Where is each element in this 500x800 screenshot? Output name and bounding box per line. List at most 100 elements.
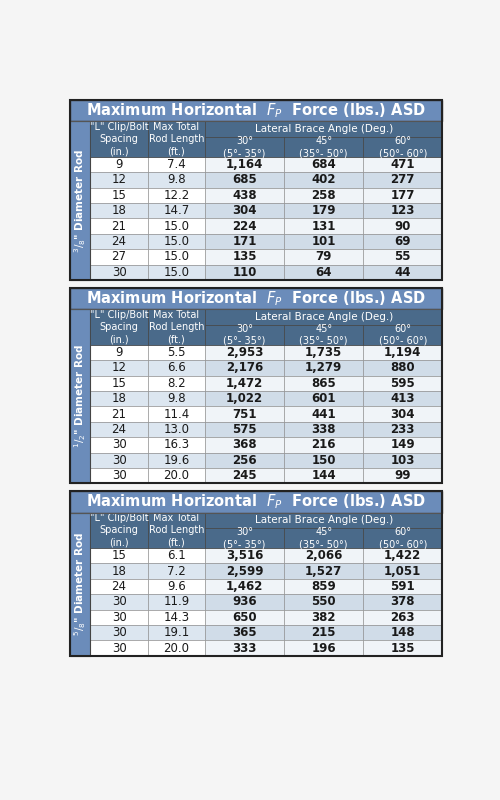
Text: "L" Clip/Bolt
Spacing
(in.): "L" Clip/Bolt Spacing (in.) [90,513,148,548]
Bar [205,234,284,250]
Bar [363,172,442,188]
Text: 413: 413 [390,392,415,405]
Bar [363,157,442,172]
Bar [205,391,284,406]
Bar [284,422,363,437]
Text: 123: 123 [390,204,415,218]
Text: 9.8: 9.8 [167,392,186,405]
Bar [284,563,363,578]
Bar [205,360,284,375]
Text: 30: 30 [112,266,126,279]
Text: 575: 575 [232,423,257,436]
Bar [205,310,442,325]
Text: 135: 135 [232,250,257,263]
Text: 256: 256 [232,454,257,466]
Bar [284,406,363,422]
Text: 1,735: 1,735 [305,346,343,359]
Text: 471: 471 [390,158,415,171]
Bar [284,325,363,345]
Bar [284,528,363,548]
Text: 19.6: 19.6 [164,454,190,466]
Text: 1,472: 1,472 [226,377,263,390]
Bar [90,250,148,265]
Bar [363,594,442,610]
Text: 45°
(35°- 50°): 45° (35°- 50°) [300,526,348,549]
Bar [70,100,442,280]
Bar [148,188,205,203]
Bar [90,391,148,406]
Bar [148,122,205,157]
Text: 591: 591 [390,580,415,593]
Bar [205,640,284,656]
Bar [148,513,205,548]
Text: Max Total
Rod Length
(ft.): Max Total Rod Length (ft.) [148,122,204,157]
Bar [70,513,90,656]
Bar [148,594,205,610]
Bar [284,375,363,391]
Text: 150: 150 [312,454,336,466]
Bar [90,468,148,483]
Text: 233: 233 [390,423,415,436]
Text: 45°
(35°- 50°): 45° (35°- 50°) [300,136,348,158]
Bar [363,265,442,280]
Text: 171: 171 [232,235,257,248]
Bar [284,172,363,188]
Bar [70,122,90,280]
Text: Lateral Brace Angle (Deg.): Lateral Brace Angle (Deg.) [254,124,393,134]
Bar [70,100,442,122]
Bar [90,375,148,391]
Text: 368: 368 [232,438,257,451]
Bar [284,137,363,157]
Text: 7.2: 7.2 [167,565,186,578]
Bar [148,422,205,437]
Bar [90,218,148,234]
Text: 7.4: 7.4 [167,158,186,171]
Text: Maximum Horizontal  $\mathit{F_P}$  Force (lbs.) ASD: Maximum Horizontal $\mathit{F_P}$ Force … [86,102,426,120]
Bar [148,437,205,453]
Bar [70,288,442,310]
Text: 12: 12 [112,362,126,374]
Bar [363,640,442,656]
Bar [205,325,284,345]
Bar [148,234,205,250]
Bar [70,491,442,513]
Text: 55: 55 [394,250,411,263]
Bar [205,453,284,468]
Text: 79: 79 [316,250,332,263]
Bar [90,188,148,203]
Bar [363,188,442,203]
Text: 6.1: 6.1 [167,549,186,562]
Text: Maximum Horizontal  $\mathit{F_P}$  Force (lbs.) ASD: Maximum Horizontal $\mathit{F_P}$ Force … [86,289,426,308]
Bar [148,453,205,468]
Bar [284,265,363,280]
Text: 2,599: 2,599 [226,565,264,578]
Text: Maximum Horizontal  $\mathit{F_P}$  Force (lbs.) ASD: Maximum Horizontal $\mathit{F_P}$ Force … [86,493,426,511]
Bar [90,360,148,375]
Text: 11.9: 11.9 [164,595,190,608]
Text: 99: 99 [394,469,411,482]
Bar [284,594,363,610]
Text: 550: 550 [312,595,336,608]
Bar [284,625,363,640]
Text: 1,527: 1,527 [305,565,343,578]
Text: 15: 15 [112,377,126,390]
Text: 21: 21 [112,220,126,233]
Bar [363,375,442,391]
Text: 24: 24 [112,235,126,248]
Text: 2,066: 2,066 [305,549,343,562]
Text: 865: 865 [312,377,336,390]
Bar [90,578,148,594]
Bar [205,513,442,528]
Text: $^1/_2$" Diameter Rod: $^1/_2$" Diameter Rod [72,344,88,448]
Text: 859: 859 [312,580,336,593]
Text: 751: 751 [232,407,257,421]
Text: 12.2: 12.2 [164,189,190,202]
Text: "L" Clip/Bolt
Spacing
(in.): "L" Clip/Bolt Spacing (in.) [90,310,148,344]
Text: 684: 684 [312,158,336,171]
Text: 263: 263 [390,610,415,624]
Text: 19.1: 19.1 [164,626,190,639]
Bar [205,625,284,640]
Text: 11.4: 11.4 [164,407,190,421]
Bar [148,563,205,578]
Text: 110: 110 [232,266,257,279]
